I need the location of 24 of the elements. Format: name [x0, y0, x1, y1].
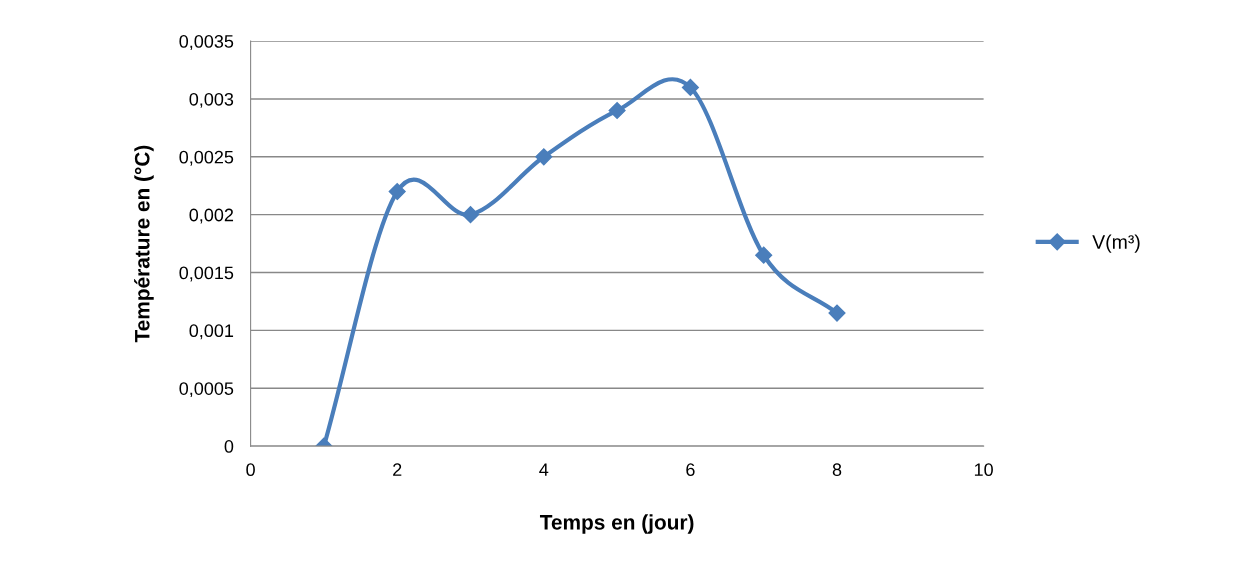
y-tick-label: 0,001 — [189, 324, 234, 340]
legend-label: V(m³) — [1092, 234, 1140, 253]
x-tick-label: 8 — [832, 463, 842, 477]
y-tick-label: 0 — [224, 440, 234, 453]
y-tick-label: 0,0005 — [179, 382, 234, 398]
point — [755, 246, 773, 264]
x-tick-label: 10 — [974, 463, 993, 477]
point — [608, 101, 626, 120]
y-tick-label: 0,0015 — [179, 266, 234, 282]
y-tick-label: 0,002 — [189, 208, 234, 224]
point — [461, 206, 480, 224]
point — [681, 78, 699, 96]
point — [828, 304, 846, 322]
point — [388, 182, 406, 201]
x-tick-label: 0 — [246, 463, 255, 477]
x-tick-label: 2 — [393, 463, 402, 476]
y-tick-label: 0,0025 — [179, 150, 234, 166]
x-tick-label: 6 — [686, 463, 695, 477]
point — [535, 148, 553, 166]
y-tick-label: 0,003 — [189, 92, 234, 108]
x-tick-label: 4 — [539, 463, 549, 476]
y-axis-title: Température en (°C) — [134, 145, 154, 343]
y-tick-label: 0,0035 — [179, 35, 234, 50]
x-axis-title: Temps en (jour) — [539, 514, 694, 534]
